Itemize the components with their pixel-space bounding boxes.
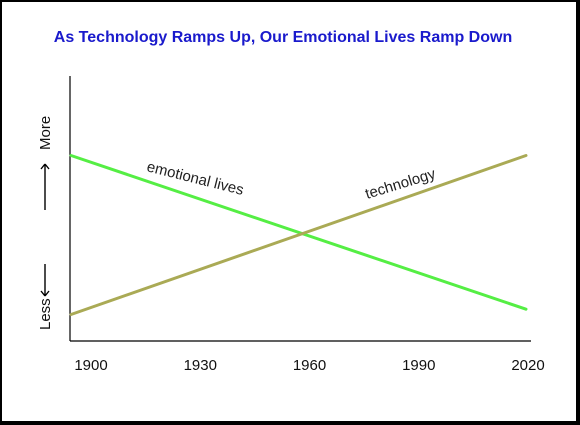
chart-frame: [2, 2, 576, 421]
y-axis-label-more: More: [37, 116, 54, 150]
series-line-technology: [69, 154, 528, 316]
x-tick-label: 2020: [511, 357, 544, 374]
x-tick-label: 1960: [293, 357, 326, 374]
y-axis-arrow-less: [40, 264, 50, 297]
series-line-emotional-lives: [69, 154, 528, 311]
x-tick-label: 1900: [74, 357, 107, 374]
y-axis-label-less: Less: [37, 298, 54, 330]
y-axis-label: Less More: [37, 116, 54, 330]
series-label-emotional-lives: emotional lives: [145, 158, 245, 198]
chart-title: As Technology Ramps Up, Our Emotional Li…: [54, 29, 512, 46]
y-axis-arrow-more: [40, 163, 50, 210]
x-tick-labels: 1900 1930 1960 1990 2020: [74, 357, 544, 374]
series-label-technology: technology: [363, 165, 438, 203]
x-tick-label: 1930: [184, 357, 217, 374]
x-tick-label: 1990: [402, 357, 435, 374]
series-lines: [69, 154, 528, 316]
